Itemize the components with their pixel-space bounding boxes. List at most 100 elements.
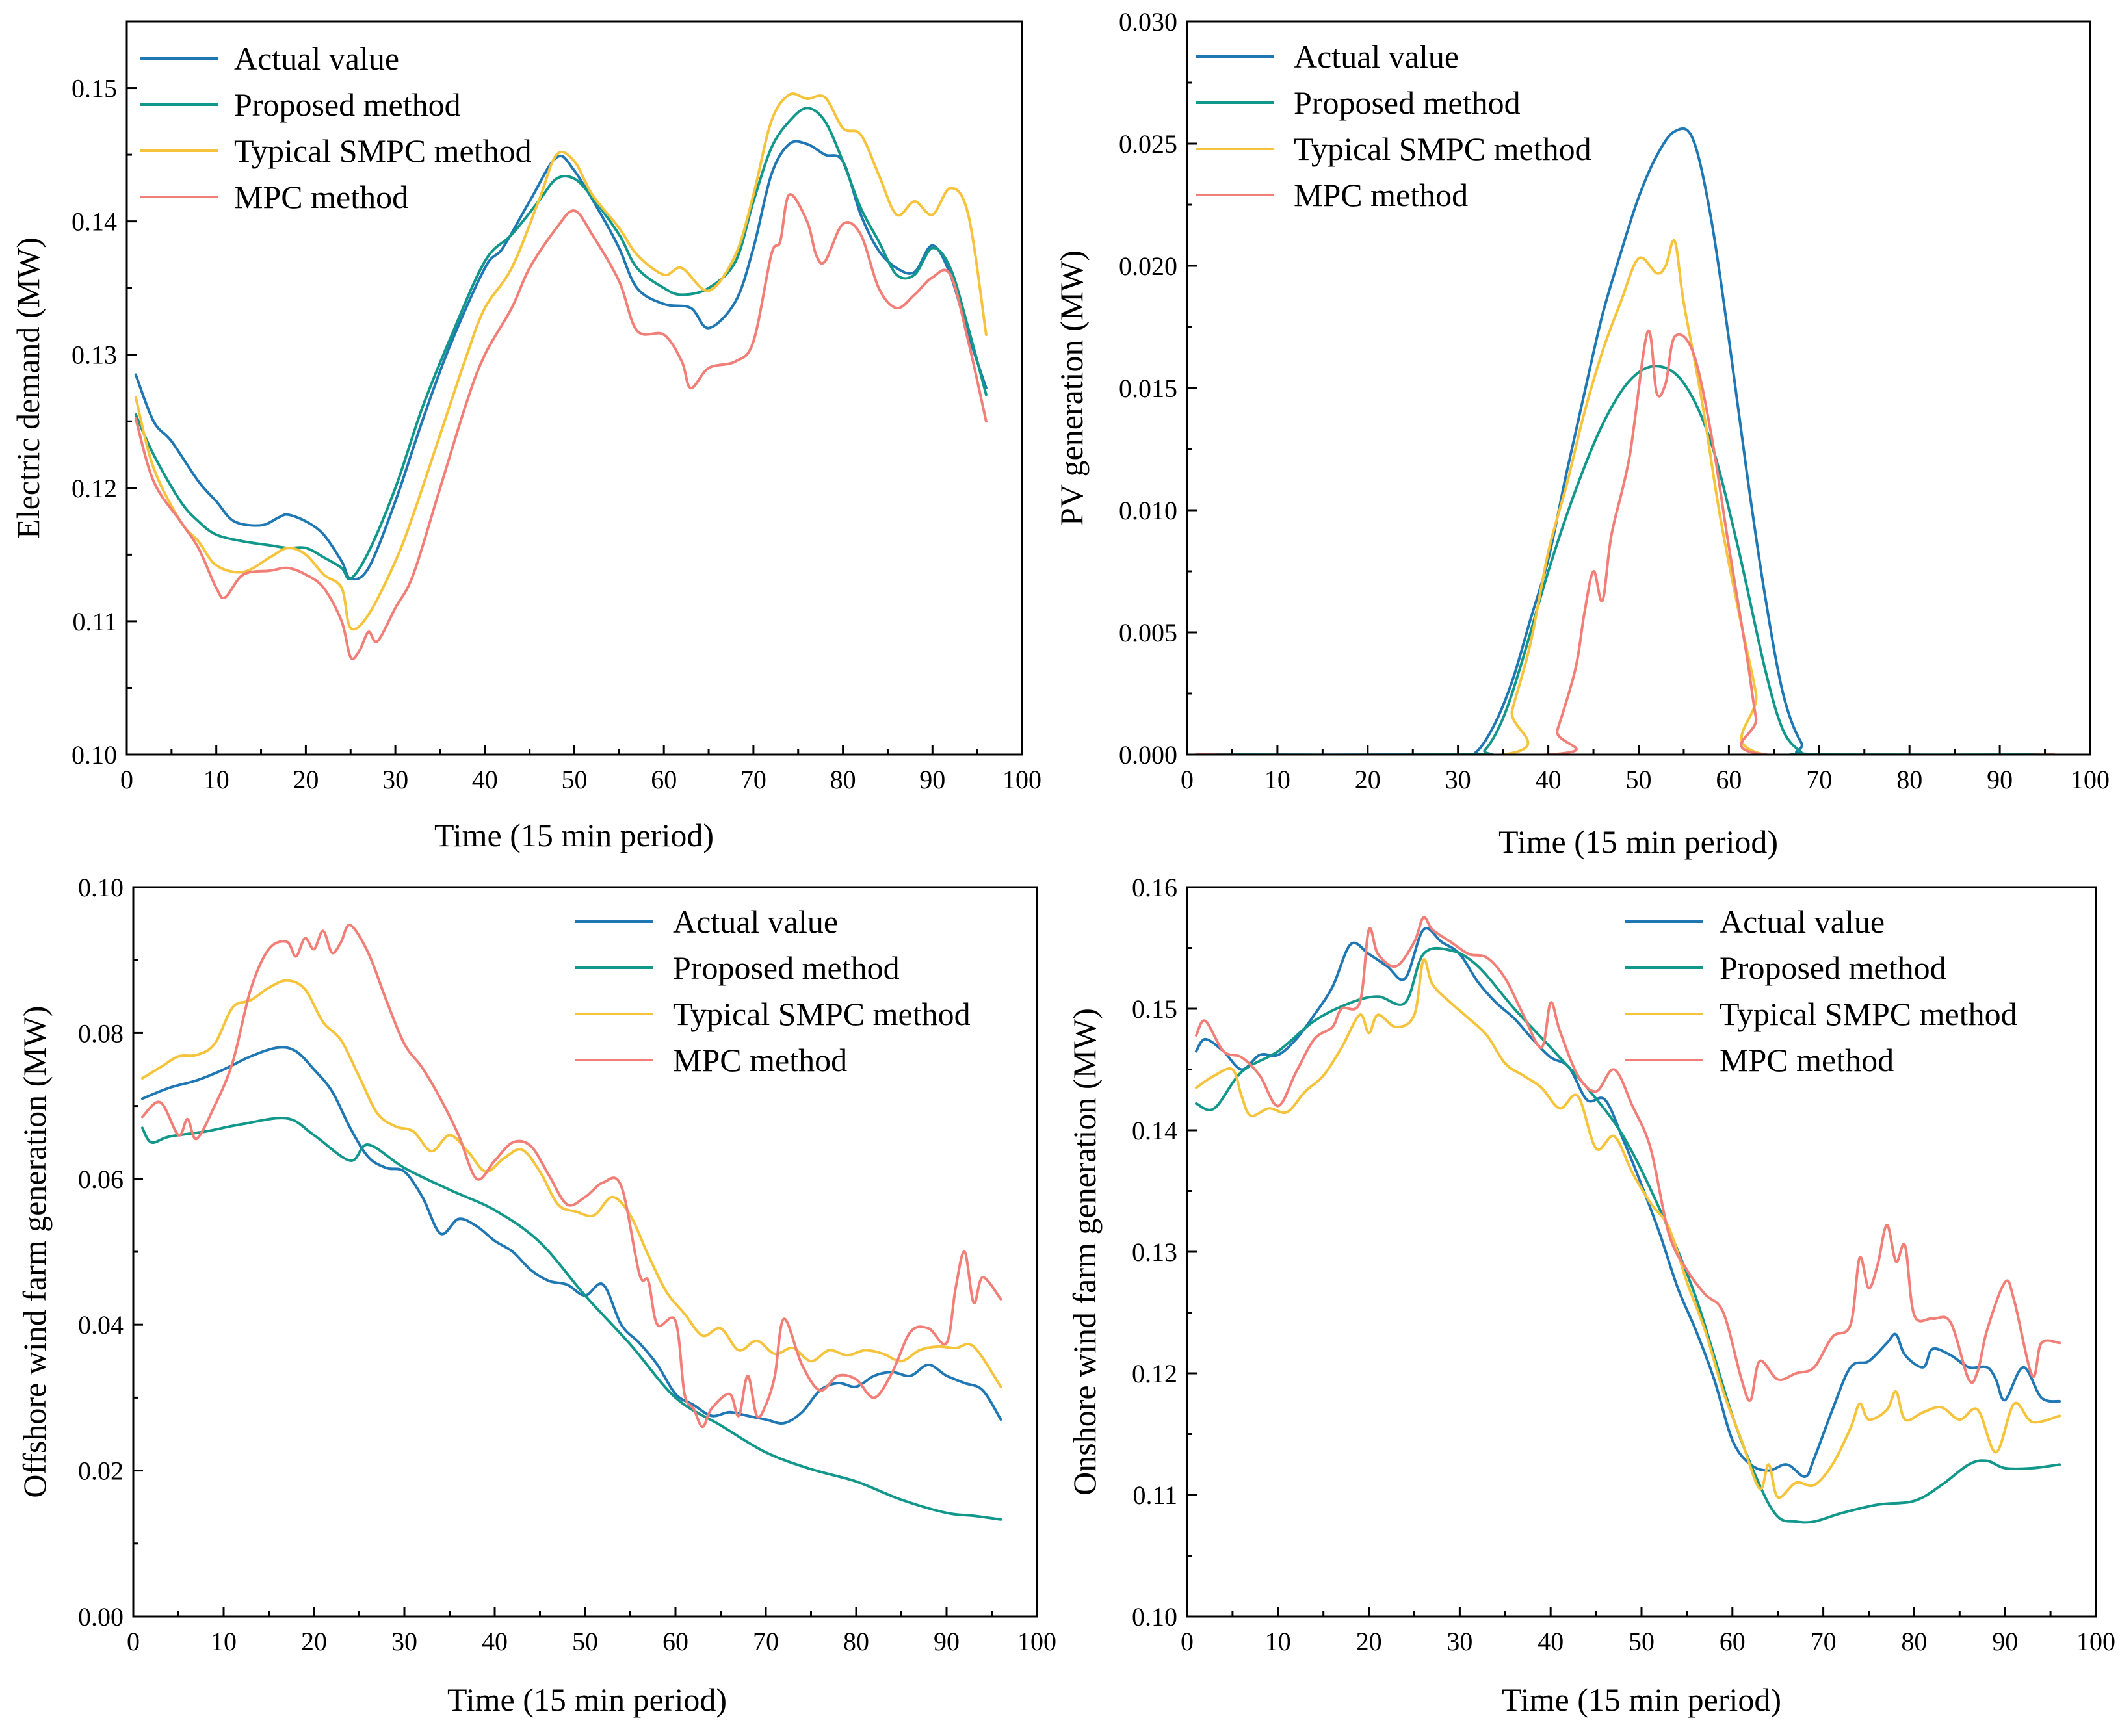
- y-tick-label: 0.010: [1119, 496, 1177, 525]
- legend-label-smpc: Typical SMPC method: [673, 996, 971, 1032]
- x-tick-label: 20: [293, 765, 319, 794]
- x-tick-label: 60: [651, 765, 677, 794]
- legend-label-smpc: Typical SMPC method: [234, 133, 532, 169]
- y-tick-label: 0.13: [1132, 1237, 1177, 1267]
- x-tick-label: 90: [1992, 1627, 2018, 1656]
- y-tick-label: 0.11: [72, 607, 117, 636]
- y-tick-label: 0.005: [1119, 618, 1177, 647]
- panel-onshore-wind: 0 10 20 30 40 50 60 70 80 90 100 0.10 0.11 0.12 0.13 0.…: [1066, 873, 2115, 1718]
- x-axis-label: Time (15 min period): [1498, 823, 1778, 860]
- y-tick-label: 0.14: [1132, 1116, 1177, 1145]
- y-tick-label: 0.13: [72, 341, 117, 370]
- series-line-proposed: [1195, 946, 2061, 1524]
- legend-label-mpc: MPC method: [234, 179, 408, 215]
- x-tick-label: 0: [1181, 765, 1194, 794]
- y-axis-label: Offshore wind farm generation (MW): [16, 1005, 53, 1497]
- y-tick-label: 0.00: [78, 1602, 124, 1631]
- x-axis-label: Time (15 min period): [434, 817, 714, 853]
- y-tick-label: 0.06: [78, 1165, 124, 1194]
- series-line-actual: [1195, 927, 2061, 1478]
- y-tick-label: 0.15: [72, 74, 117, 103]
- legend-label-proposed: Proposed method: [234, 86, 461, 123]
- y-tick-label: 0.02: [78, 1457, 124, 1486]
- y-axis-label: PV generation (MW): [1053, 250, 1090, 526]
- x-tick-label: 40: [1536, 765, 1562, 794]
- x-tick-label: 70: [753, 1627, 779, 1656]
- ticks-layer-electric-demand: 0 10 20 30 40 50 60 70 80 90 100 0.10 0.11 0.12 0.13 0.…: [72, 74, 1041, 794]
- x-tick-label: 50: [1626, 765, 1652, 794]
- series-line-actual: [1194, 127, 2056, 755]
- legend-label-proposed: Proposed method: [1294, 84, 1521, 121]
- series-layer-electric-demand: [134, 92, 988, 660]
- x-tick-label: 60: [1720, 1627, 1746, 1656]
- x-tick-label: 100: [1002, 765, 1041, 794]
- x-axis-label: Time (15 min period): [1502, 1681, 1781, 1718]
- x-axis-label: Time (15 min period): [447, 1681, 727, 1718]
- y-tick-label: 0.14: [72, 207, 117, 237]
- y-tick-label: 0.12: [1132, 1359, 1177, 1388]
- x-tick-label: 90: [934, 1627, 960, 1656]
- y-tick-label: 0.04: [78, 1310, 124, 1340]
- y-tick-label: 0.10: [72, 740, 117, 770]
- x-tick-label: 10: [1264, 765, 1290, 794]
- y-axis-label: Electric demand (MW): [10, 237, 46, 539]
- series-line-mpc: [134, 193, 988, 660]
- legend-label-smpc: Typical SMPC method: [1294, 131, 1591, 167]
- x-tick-label: 20: [301, 1627, 327, 1656]
- y-tick-label: 0.030: [1119, 7, 1177, 36]
- x-tick-label: 0: [1181, 1627, 1194, 1656]
- x-tick-label: 60: [1716, 765, 1742, 794]
- series-line-mpc: [140, 924, 1002, 1429]
- x-tick-label: 70: [1806, 765, 1832, 794]
- series-line-smpc: [140, 979, 1002, 1388]
- x-tick-label: 90: [919, 765, 945, 794]
- panel-electric-demand: 0 10 20 30 40 50 60 70 80 90 100 0.10 0.11 0.12 0.13 0.…: [10, 20, 1041, 853]
- x-tick-label: 20: [1355, 765, 1381, 794]
- legend-onshore-wind: Actual value Proposed method Typical SMP…: [1625, 903, 2017, 1078]
- x-tick-label: 70: [740, 765, 766, 794]
- x-tick-label: 10: [203, 765, 229, 794]
- legend-label-smpc: Typical SMPC method: [1720, 996, 2017, 1032]
- series-line-mpc: [1195, 916, 2061, 1403]
- x-tick-label: 0: [120, 765, 133, 794]
- y-axis-label: Onshore wind farm generation (MW): [1066, 1008, 1103, 1496]
- x-tick-label: 40: [472, 765, 498, 794]
- x-tick-label: 50: [572, 1627, 598, 1656]
- x-tick-label: 60: [662, 1627, 688, 1656]
- x-tick-label: 80: [1901, 1627, 1927, 1656]
- y-tick-label: 0.10: [78, 873, 124, 902]
- legend-label-proposed: Proposed method: [1720, 950, 1946, 986]
- x-tick-label: 90: [1987, 765, 2013, 794]
- x-tick-label: 100: [1017, 1627, 1056, 1656]
- x-tick-label: 80: [843, 1627, 869, 1656]
- panel-offshore-wind: 0 10 20 30 40 50 60 70 80 90 100 0.00 0.02 0.04 0.06 0.…: [16, 873, 1056, 1718]
- series-line-proposed: [1194, 365, 2056, 755]
- y-tick-label: 0.020: [1119, 252, 1177, 281]
- x-tick-label: 40: [1538, 1627, 1564, 1656]
- legend-electric-demand: Actual value Proposed method Typical SMP…: [140, 40, 532, 215]
- series-line-smpc: [1195, 958, 2061, 1499]
- y-tick-label: 0.11: [1132, 1481, 1177, 1510]
- ticks-layer-offshore-wind: 0 10 20 30 40 50 60 70 80 90 100 0.00 0.02 0.04 0.06 0.…: [78, 873, 1056, 1656]
- y-tick-label: 0.10: [1132, 1602, 1177, 1631]
- x-tick-label: 30: [1446, 1627, 1472, 1656]
- x-tick-label: 40: [482, 1627, 508, 1656]
- legend-pv-generation: Actual value Proposed method Typical SMP…: [1196, 38, 1591, 213]
- x-tick-label: 10: [1265, 1627, 1291, 1656]
- x-tick-label: 30: [1445, 765, 1471, 794]
- series-line-smpc: [1194, 239, 2056, 755]
- panel-pv-generation: 0 10 20 30 40 50 60 70 80 90 100 0.000 0.005 0.010 0.0…: [1053, 7, 2110, 860]
- y-tick-label: 0.025: [1119, 129, 1177, 159]
- legend-label-mpc: MPC method: [1294, 177, 1468, 213]
- y-tick-label: 0.08: [78, 1018, 124, 1048]
- ticks-layer-pv-generation: 0 10 20 30 40 50 60 70 80 90 100 0.000 0.005 0.010 0.0…: [1119, 7, 2110, 794]
- legend-label-proposed: Proposed method: [673, 950, 900, 986]
- legend-label-actual: Actual value: [1720, 903, 1885, 940]
- legend-label-actual: Actual value: [234, 40, 399, 77]
- x-tick-label: 50: [562, 765, 588, 794]
- x-tick-label: 70: [1811, 1627, 1837, 1656]
- x-tick-label: 0: [127, 1627, 140, 1656]
- x-tick-label: 80: [1896, 765, 1922, 794]
- x-tick-label: 100: [2076, 1627, 2115, 1656]
